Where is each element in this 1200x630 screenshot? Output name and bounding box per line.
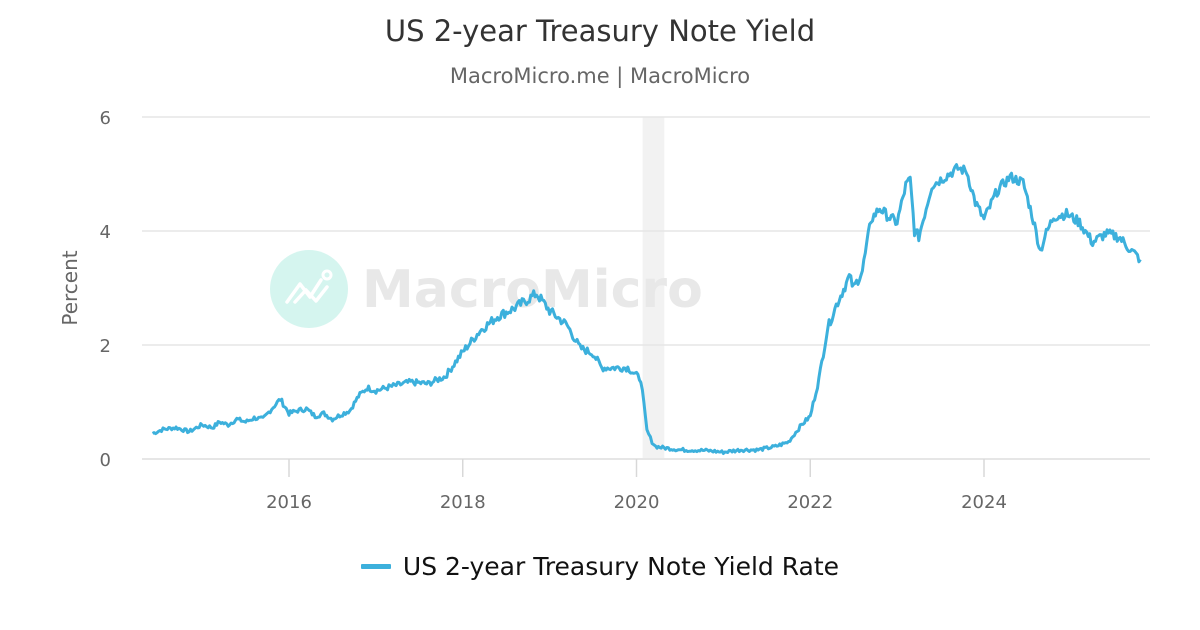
- y-tick-label: 0: [100, 450, 111, 471]
- watermark: MacroMicro: [270, 250, 703, 328]
- legend-label: US 2-year Treasury Note Yield Rate: [402, 552, 840, 581]
- x-tick-label: 2018: [440, 492, 486, 513]
- x-tick-label: 2016: [266, 492, 312, 513]
- y-axis-label: Percent: [58, 250, 82, 325]
- gridlines: [142, 116, 1150, 460]
- legend-line-icon: [360, 564, 391, 569]
- y-tick-label: 2: [100, 336, 111, 357]
- chart-title: US 2-year Treasury Note Yield: [384, 14, 816, 48]
- recession-shading: [642, 117, 665, 459]
- x-tick-label: 2020: [614, 492, 660, 513]
- x-tick-label: 2024: [961, 492, 1007, 513]
- y-tick-label: 6: [100, 108, 111, 129]
- x-tick-label: 2022: [787, 492, 833, 513]
- series-line-2y-yield: [151, 163, 1142, 455]
- y-tick-label: 4: [100, 222, 111, 243]
- macromicro-logo-icon: [270, 250, 348, 328]
- legend: US 2-year Treasury Note Yield Rate: [0, 552, 1200, 581]
- legend-item-2y-yield[interactable]: US 2-year Treasury Note Yield Rate: [360, 552, 840, 581]
- chart-subtitle: MacroMicro.me | MacroMicro: [449, 64, 751, 88]
- watermark-text: MacroMicro: [362, 260, 703, 320]
- recession-band: [642, 117, 665, 459]
- axes: 0 2 4 6 2016 2018 2020 2022 2024: [100, 108, 1007, 513]
